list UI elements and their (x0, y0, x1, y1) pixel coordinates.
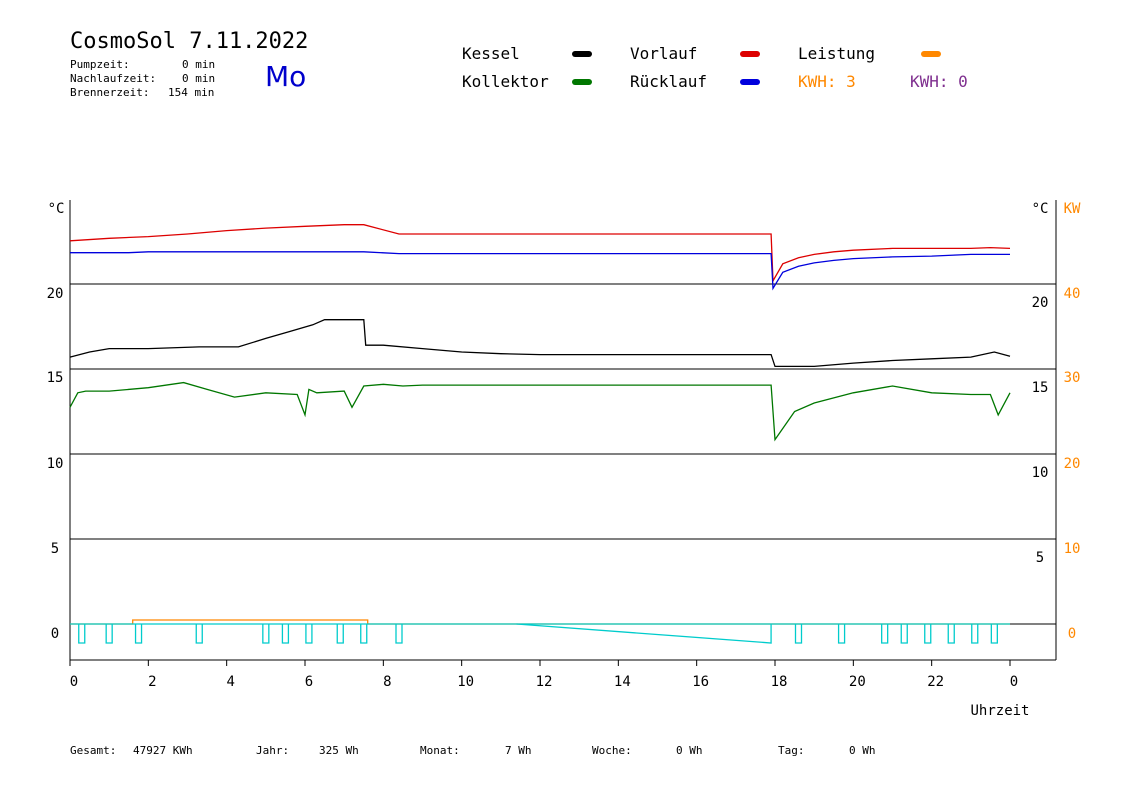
legend-kollektor-label: Kollektor (462, 72, 549, 91)
x-tick-label: 20 (849, 674, 866, 690)
x-tick-label: 4 (226, 674, 234, 690)
footer-monat-label: Monat: (420, 744, 460, 757)
legend-kessel-label: Kessel (462, 44, 520, 63)
footer-jahr-label: Jahr: (256, 744, 290, 757)
x-tick-label: 22 (927, 674, 944, 690)
pump-pulse (395, 624, 403, 644)
pump-pulse (305, 624, 313, 644)
legend-vorlauf-label: Vorlauf (630, 44, 698, 63)
x-tick-label: 18 (771, 674, 788, 690)
power-axis-tick-label: 20 (1064, 456, 1081, 472)
legend-leistung-label: Leistung (798, 44, 876, 63)
pump-pulse (262, 624, 270, 644)
pump-pulse (195, 624, 203, 644)
series-kollektor (69, 381, 1011, 442)
x-tick-label: 2 (148, 674, 156, 690)
footer-gesamt-label: Gesamt: (70, 744, 117, 757)
x-axis-title: Uhrzeit (970, 703, 1029, 719)
legend-leistung-swatch (921, 51, 941, 57)
legend-kessel-swatch (572, 51, 592, 57)
pump-pulse (924, 624, 932, 644)
legend-kwh-solar: KWH: 3 (798, 72, 856, 91)
footer-monat-value: 7 Wh (505, 744, 532, 757)
left-axis-tick-label: 20 (47, 286, 64, 302)
pump-pulse (281, 624, 290, 644)
pump-pulse (134, 624, 143, 644)
pumpzeit-value: 0 min (182, 58, 216, 71)
left-axis-tick-label: 5 (51, 541, 59, 557)
right-axis-unit: °C (1032, 201, 1049, 217)
x-tick-label: 6 (305, 674, 313, 690)
x-tick-label: 8 (383, 674, 391, 690)
pump-pulse (990, 624, 998, 644)
x-tick-label: 10 (457, 674, 474, 690)
pump-pulse (105, 624, 113, 644)
right-axis-tick-label: 20 (1032, 295, 1049, 311)
left-axis-unit: °C (48, 201, 65, 217)
pump-pulse (336, 624, 344, 644)
pump-pulse (794, 624, 803, 644)
x-tick-label: 16 (692, 674, 709, 690)
series-vorlauf (69, 224, 1011, 284)
left-axis-tick-label: 0 (51, 626, 59, 642)
legend-ruecklauf-label: Rücklauf (630, 72, 708, 91)
footer-tag-label: Tag: (778, 744, 805, 757)
x-tick-label: 14 (614, 674, 631, 690)
x-tick-label: 0 (70, 674, 78, 690)
pump-ramp (516, 623, 772, 644)
right-axis-tick-label: 5 (1036, 550, 1044, 566)
nachlaufzeit-value: 0 min (182, 72, 216, 85)
x-tick-label: 12 (536, 674, 553, 690)
footer-tag-value: 0 Wh (849, 744, 876, 757)
power-axis-unit: KW (1064, 201, 1081, 217)
power-axis-tick-label: 10 (1064, 541, 1081, 557)
footer-jahr-value: 325 Wh (319, 744, 359, 757)
series-kessel (69, 319, 1011, 368)
brennerzeit-value: 154 min (168, 86, 215, 99)
pump-pulse (971, 624, 979, 644)
weekday-label: Mo (265, 60, 307, 93)
footer-woche-label: Woche: (592, 744, 632, 757)
pump-pulse (900, 624, 908, 644)
legend-kwh-other: KWH: 0 (910, 72, 968, 91)
pump-pulse (837, 624, 846, 644)
footer-woche-value: 0 Wh (676, 744, 703, 757)
power-axis-tick-label: 30 (1064, 370, 1081, 386)
pump-pulse (947, 624, 955, 644)
legend-vorlauf-swatch (740, 51, 760, 57)
power-axis-tick-label: 0 (1068, 626, 1076, 642)
brennerzeit-label: Brennerzeit: (70, 86, 150, 99)
power-axis-tick-label: 40 (1064, 286, 1081, 302)
pumpzeit-label: Pumpzeit: (70, 58, 130, 71)
pump-pulse (881, 624, 889, 644)
nachlaufzeit-label: Nachlaufzeit: (70, 72, 157, 85)
right-axis-tick-label: 15 (1032, 380, 1049, 396)
temperature-chart: 0 2 4 6 8 10 12 14 16 18 20 22 0 Uhrzeit °C 20 15 10 5 0 °C 2… (47, 200, 1081, 719)
footer-gesamt-value: 47927 KWh (133, 744, 193, 757)
left-axis-tick-label: 15 (47, 370, 64, 386)
page-title: CosmoSol 7.11.2022 (70, 29, 309, 54)
right-axis-tick-label: 10 (1032, 465, 1049, 481)
pump-pulse (78, 624, 86, 644)
series-ruecklauf (70, 251, 1010, 291)
left-axis-tick-label: 10 (47, 456, 64, 472)
legend-ruecklauf-swatch (740, 79, 760, 85)
x-tick-label: 0 (1010, 674, 1018, 690)
legend-kollektor-swatch (572, 79, 592, 85)
pump-pulse (360, 624, 368, 644)
